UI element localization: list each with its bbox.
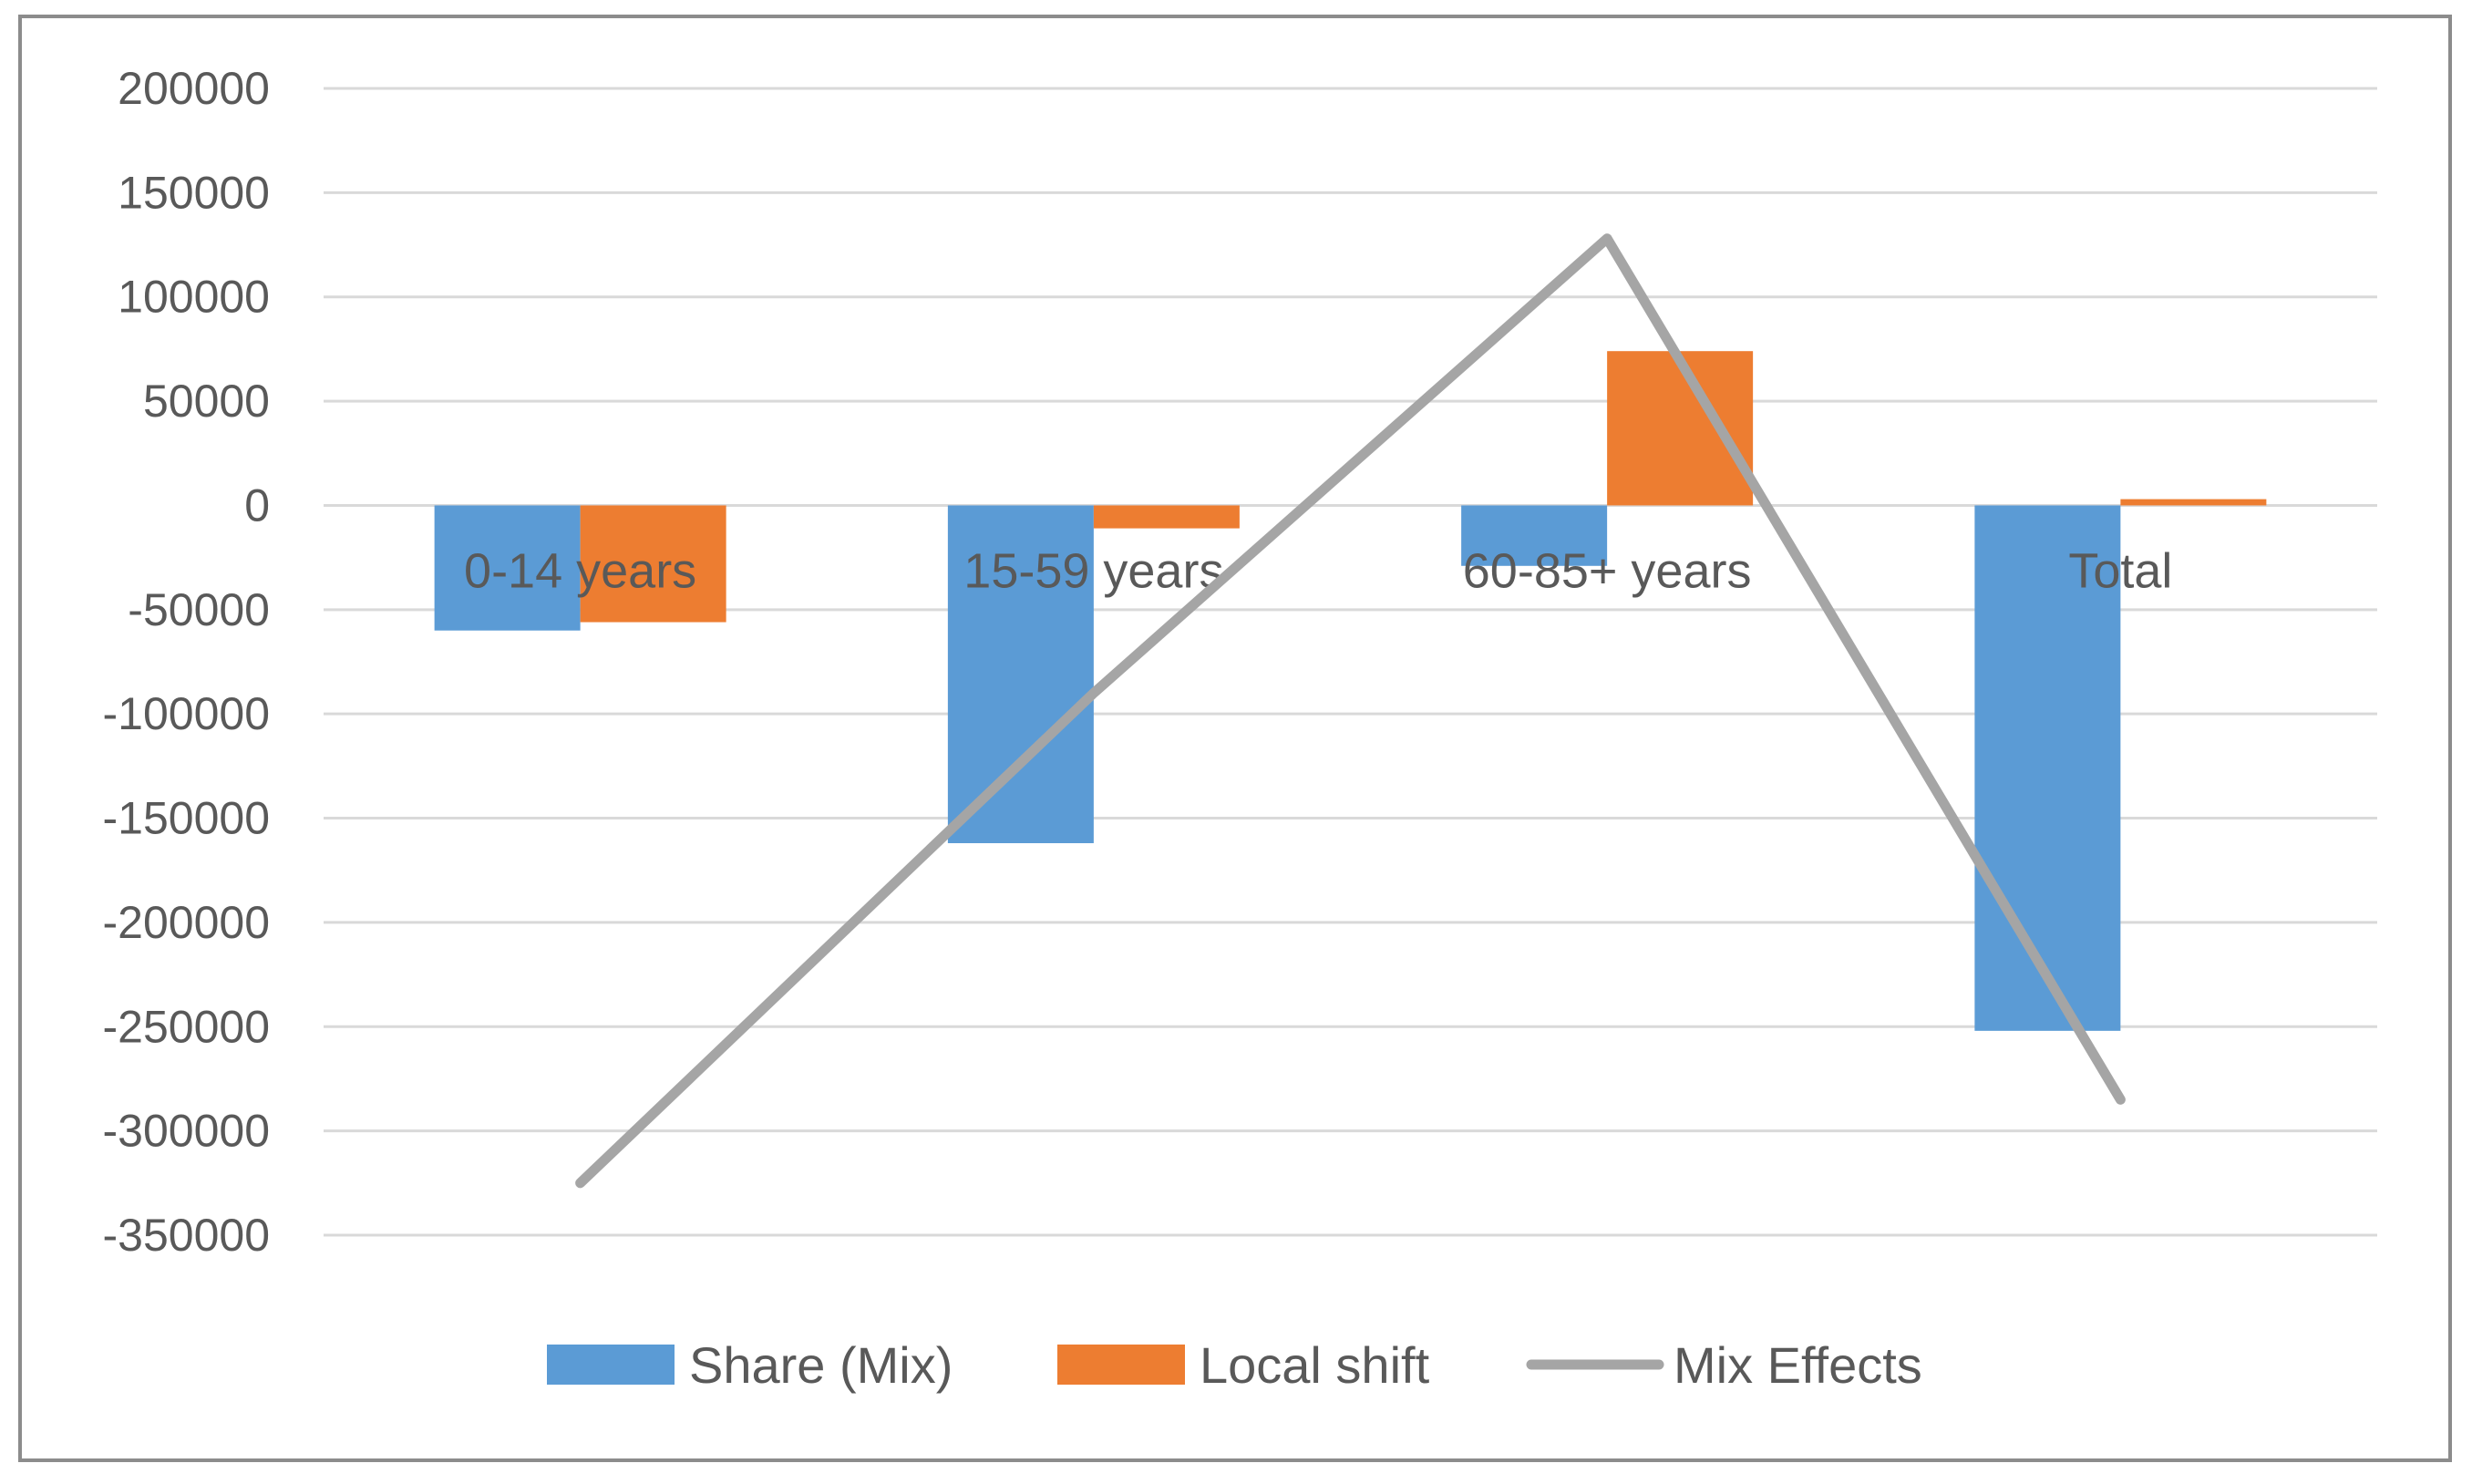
y-tick-label: 100000 [118, 272, 270, 323]
bar-local-shift-3 [2120, 499, 2267, 506]
bar-share-mix--3 [1974, 505, 2121, 1031]
bar-share-mix--0 [434, 505, 581, 631]
bar-local-shift-1 [1093, 505, 1240, 529]
legend: Share (Mix) Local shift Mix Effects [547, 1336, 1922, 1394]
y-tick-label: -50000 [128, 584, 270, 635]
y-tick-label: -300000 [103, 1106, 271, 1157]
bar-local-shift-2 [1607, 351, 1754, 506]
y-tick-label: -200000 [103, 897, 271, 948]
y-tick-label: 50000 [143, 376, 270, 427]
y-tick-label: -350000 [103, 1210, 271, 1261]
line-mix-effects [575, 233, 2126, 1189]
y-tick-label: 0 [244, 479, 270, 531]
y-tick-label: -100000 [103, 688, 271, 739]
bar-share-mix--1 [947, 505, 1094, 843]
category-label: 0-14 years [464, 543, 696, 598]
bar-local-shift-0 [580, 505, 726, 623]
category-labels: 0-14 years 15-59 years 60-85+ years Total [464, 543, 2172, 598]
bars [434, 351, 2267, 1031]
legend-label-share-mix-: Share (Mix) [689, 1336, 953, 1394]
legend-swatch-share-mix- [547, 1345, 675, 1385]
y-tick-label: 150000 [118, 167, 270, 218]
category-label: Total [2068, 543, 2172, 598]
y-tick-label: -150000 [103, 793, 271, 844]
y-tick-label: -250000 [103, 1001, 271, 1052]
legend-swatch-local-shift [1057, 1345, 1185, 1385]
category-label: 15-59 years [963, 543, 1223, 598]
y-tick-label: 200000 [118, 63, 270, 114]
category-label: 60-85+ years [1463, 543, 1752, 598]
bar-share-mix--2 [1461, 505, 1608, 566]
legend-label-local-shift: Local shift [1200, 1336, 1430, 1394]
y-axis-labels: 200000 150000 100000 50000 0 -50000 -100000 -15… [103, 63, 271, 1261]
legend-label-mix-effects: Mix Effects [1674, 1336, 1922, 1394]
lines [575, 233, 2126, 1189]
